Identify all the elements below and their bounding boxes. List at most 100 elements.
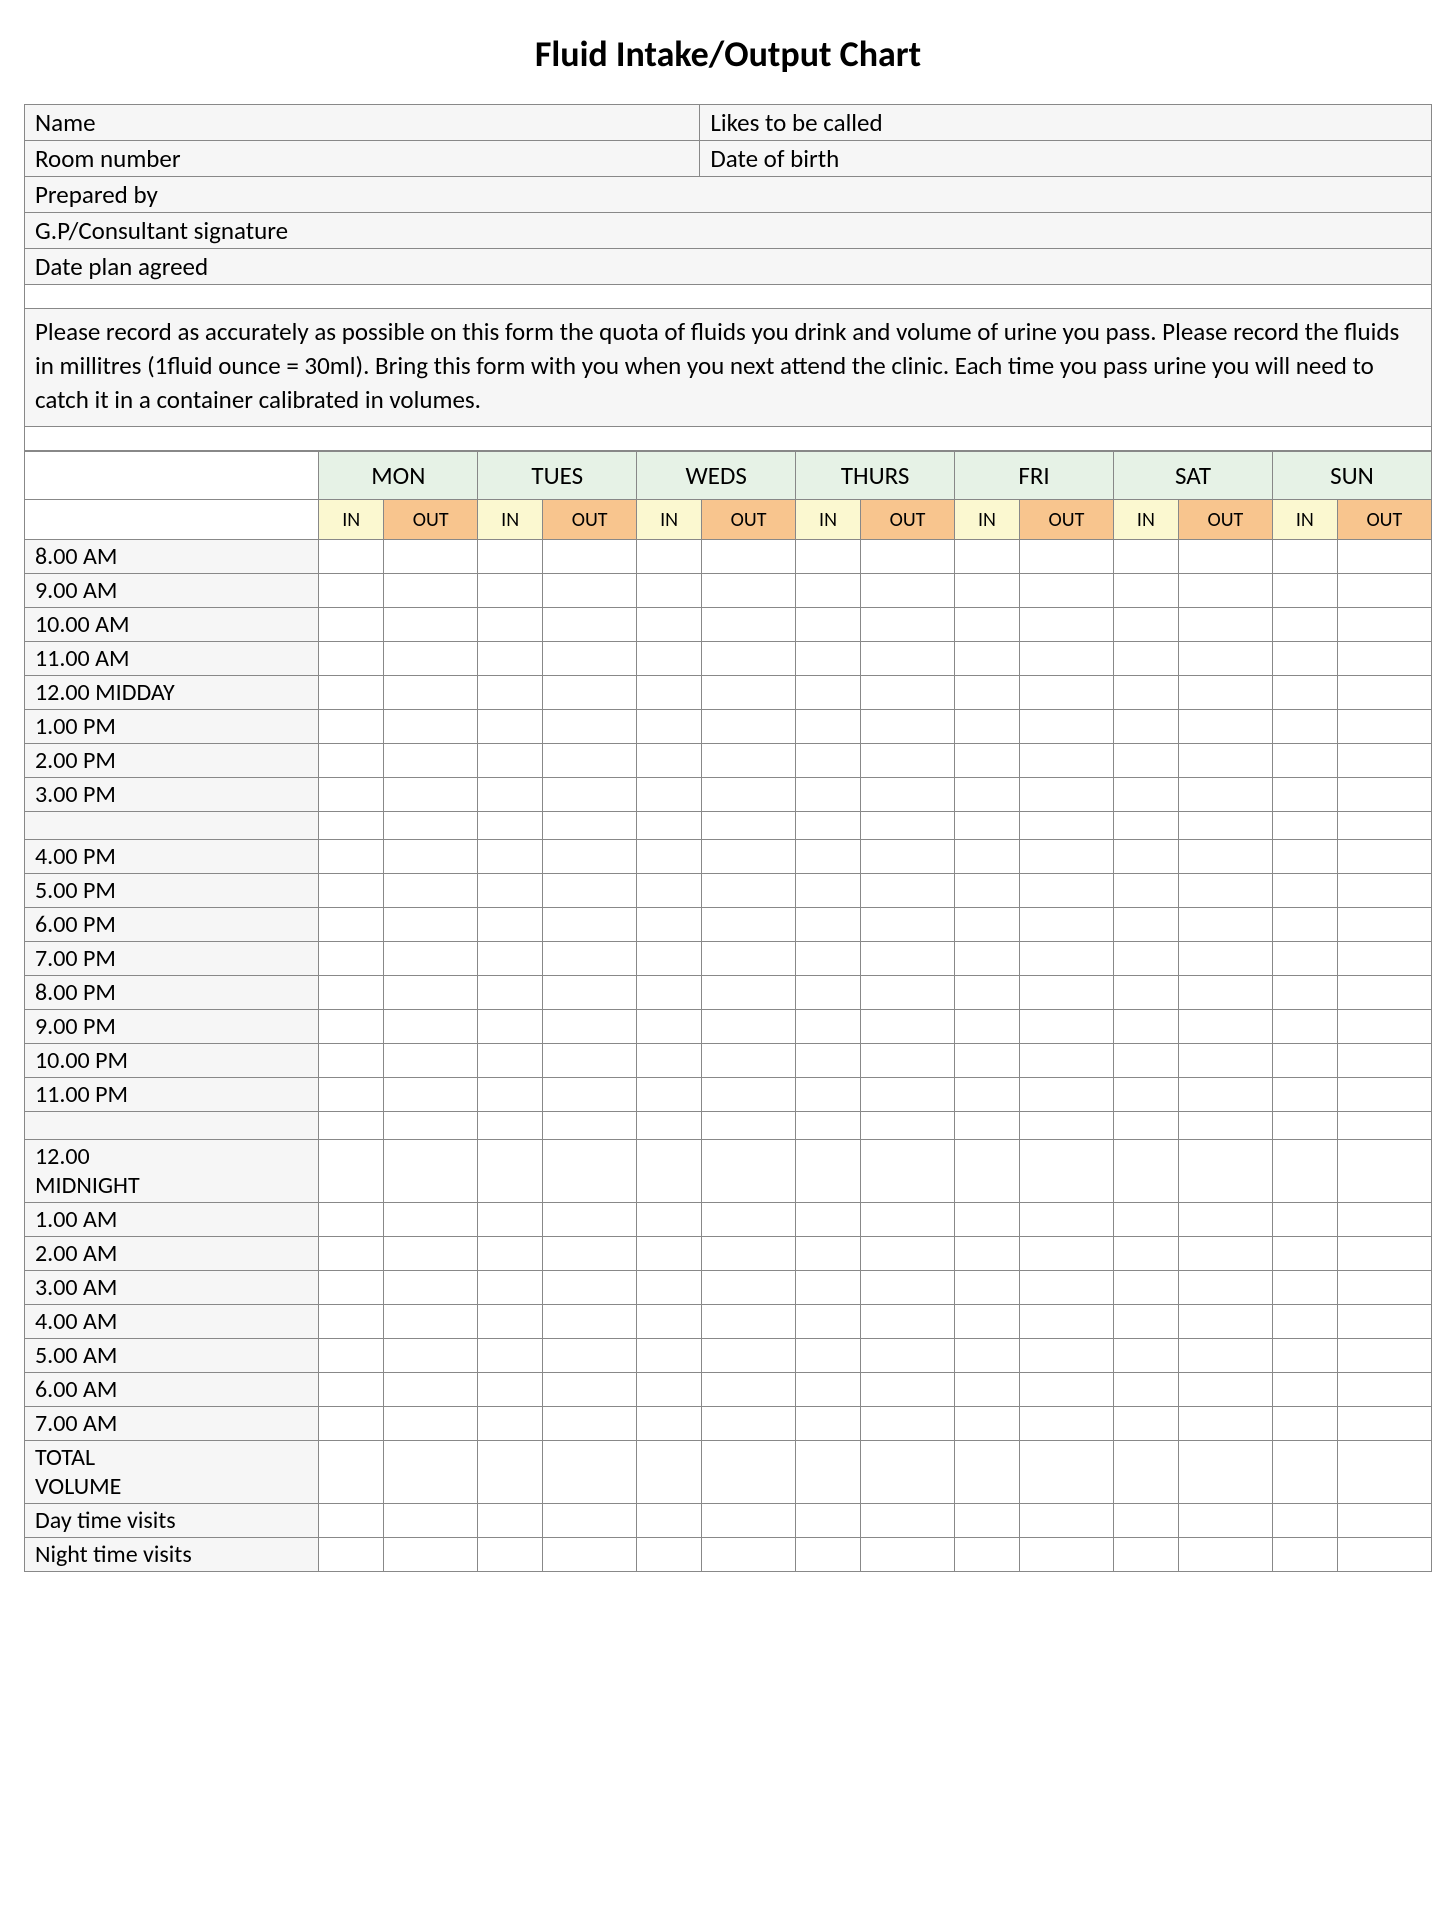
- in-cell[interactable]: [637, 778, 702, 812]
- in-cell[interactable]: [637, 1373, 702, 1407]
- in-cell[interactable]: [319, 840, 384, 874]
- in-cell[interactable]: [796, 1044, 861, 1078]
- prepared-field[interactable]: Prepared by: [25, 177, 1432, 213]
- out-cell[interactable]: [1337, 1441, 1431, 1504]
- in-cell[interactable]: [478, 812, 543, 840]
- out-cell[interactable]: [384, 1407, 478, 1441]
- out-cell[interactable]: [1178, 1078, 1272, 1112]
- out-cell[interactable]: [1337, 744, 1431, 778]
- out-cell[interactable]: [543, 1339, 637, 1373]
- in-cell[interactable]: [1272, 778, 1337, 812]
- in-cell[interactable]: [955, 676, 1020, 710]
- out-cell[interactable]: [543, 1044, 637, 1078]
- in-cell[interactable]: [637, 908, 702, 942]
- in-cell[interactable]: [796, 1010, 861, 1044]
- out-cell[interactable]: [1019, 1305, 1113, 1339]
- out-cell[interactable]: [1019, 744, 1113, 778]
- in-cell[interactable]: [1114, 778, 1179, 812]
- in-cell[interactable]: [478, 608, 543, 642]
- out-cell[interactable]: [701, 1112, 795, 1140]
- out-cell[interactable]: [1178, 778, 1272, 812]
- in-cell[interactable]: [955, 1010, 1020, 1044]
- in-cell[interactable]: [319, 1203, 384, 1237]
- out-cell[interactable]: [1337, 1010, 1431, 1044]
- out-cell[interactable]: [384, 574, 478, 608]
- in-cell[interactable]: [955, 642, 1020, 676]
- out-cell[interactable]: [543, 976, 637, 1010]
- in-cell[interactable]: [955, 840, 1020, 874]
- in-cell[interactable]: [796, 840, 861, 874]
- out-cell[interactable]: [384, 1237, 478, 1271]
- in-cell[interactable]: [478, 1010, 543, 1044]
- out-cell[interactable]: [860, 1305, 954, 1339]
- gp-field[interactable]: G.P/Consultant signature: [25, 213, 1432, 249]
- in-cell[interactable]: [319, 1339, 384, 1373]
- in-cell[interactable]: [1114, 710, 1179, 744]
- in-cell[interactable]: [478, 778, 543, 812]
- out-cell[interactable]: [701, 1373, 795, 1407]
- out-cell[interactable]: [860, 1407, 954, 1441]
- out-cell[interactable]: [543, 1140, 637, 1203]
- in-cell[interactable]: [796, 710, 861, 744]
- in-cell[interactable]: [637, 710, 702, 744]
- in-cell[interactable]: [319, 1441, 384, 1504]
- name-field[interactable]: Name: [25, 105, 700, 141]
- out-cell[interactable]: [1178, 1140, 1272, 1203]
- in-cell[interactable]: [1272, 1271, 1337, 1305]
- out-cell[interactable]: [384, 908, 478, 942]
- out-cell[interactable]: [1178, 710, 1272, 744]
- out-cell[interactable]: [1337, 540, 1431, 574]
- in-cell[interactable]: [1114, 1140, 1179, 1203]
- in-cell[interactable]: [319, 778, 384, 812]
- out-cell[interactable]: [543, 812, 637, 840]
- in-cell[interactable]: [319, 1504, 384, 1538]
- out-cell[interactable]: [1019, 1538, 1113, 1572]
- out-cell[interactable]: [860, 710, 954, 744]
- out-cell[interactable]: [384, 1044, 478, 1078]
- out-cell[interactable]: [1337, 1044, 1431, 1078]
- in-cell[interactable]: [637, 1441, 702, 1504]
- out-cell[interactable]: [860, 840, 954, 874]
- in-cell[interactable]: [1272, 1538, 1337, 1572]
- out-cell[interactable]: [1178, 540, 1272, 574]
- out-cell[interactable]: [543, 1373, 637, 1407]
- in-cell[interactable]: [319, 1237, 384, 1271]
- in-cell[interactable]: [955, 1140, 1020, 1203]
- out-cell[interactable]: [543, 942, 637, 976]
- out-cell[interactable]: [543, 874, 637, 908]
- out-cell[interactable]: [1178, 608, 1272, 642]
- in-cell[interactable]: [796, 744, 861, 778]
- out-cell[interactable]: [1019, 1112, 1113, 1140]
- out-cell[interactable]: [1019, 812, 1113, 840]
- in-cell[interactable]: [637, 1271, 702, 1305]
- out-cell[interactable]: [860, 812, 954, 840]
- out-cell[interactable]: [1019, 1140, 1113, 1203]
- in-cell[interactable]: [955, 1441, 1020, 1504]
- in-cell[interactable]: [1114, 1407, 1179, 1441]
- out-cell[interactable]: [1019, 1010, 1113, 1044]
- out-cell[interactable]: [860, 676, 954, 710]
- in-cell[interactable]: [955, 778, 1020, 812]
- in-cell[interactable]: [478, 942, 543, 976]
- in-cell[interactable]: [637, 1203, 702, 1237]
- out-cell[interactable]: [1019, 908, 1113, 942]
- out-cell[interactable]: [860, 608, 954, 642]
- in-cell[interactable]: [637, 1112, 702, 1140]
- in-cell[interactable]: [319, 676, 384, 710]
- in-cell[interactable]: [478, 1140, 543, 1203]
- out-cell[interactable]: [1019, 1044, 1113, 1078]
- out-cell[interactable]: [860, 976, 954, 1010]
- in-cell[interactable]: [796, 976, 861, 1010]
- in-cell[interactable]: [1272, 942, 1337, 976]
- in-cell[interactable]: [637, 874, 702, 908]
- out-cell[interactable]: [860, 778, 954, 812]
- out-cell[interactable]: [384, 1112, 478, 1140]
- out-cell[interactable]: [384, 942, 478, 976]
- out-cell[interactable]: [701, 574, 795, 608]
- in-cell[interactable]: [796, 676, 861, 710]
- in-cell[interactable]: [1114, 744, 1179, 778]
- in-cell[interactable]: [637, 1538, 702, 1572]
- in-cell[interactable]: [637, 840, 702, 874]
- out-cell[interactable]: [701, 1078, 795, 1112]
- out-cell[interactable]: [1337, 676, 1431, 710]
